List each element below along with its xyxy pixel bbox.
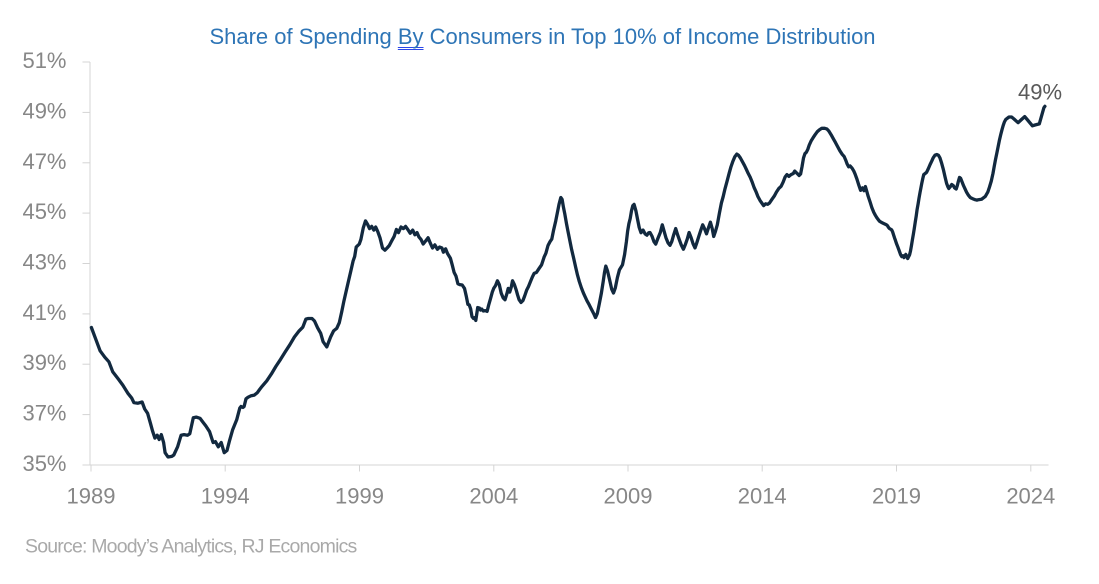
svg-text:51%: 51% (22, 48, 66, 73)
svg-text:1989: 1989 (67, 484, 116, 509)
svg-text:47%: 47% (22, 149, 66, 174)
svg-text:Source: Moody’s Analytics, RJ: Source: Moody’s Analytics, RJ Economics (25, 536, 358, 558)
svg-text:37%: 37% (22, 401, 66, 426)
svg-text:49%: 49% (1018, 80, 1062, 105)
svg-text:45%: 45% (22, 199, 66, 224)
svg-text:2019: 2019 (872, 484, 921, 509)
svg-text:41%: 41% (22, 300, 66, 325)
svg-text:39%: 39% (22, 350, 66, 375)
svg-text:2024: 2024 (1006, 484, 1055, 509)
svg-text:1994: 1994 (201, 484, 250, 509)
svg-text:35%: 35% (22, 451, 66, 476)
svg-text:43%: 43% (22, 250, 66, 275)
svg-text:2004: 2004 (469, 484, 518, 509)
svg-text:2014: 2014 (738, 484, 787, 509)
svg-text:2009: 2009 (604, 484, 653, 509)
svg-text:1999: 1999 (335, 484, 384, 509)
svg-text:49%: 49% (22, 98, 66, 123)
